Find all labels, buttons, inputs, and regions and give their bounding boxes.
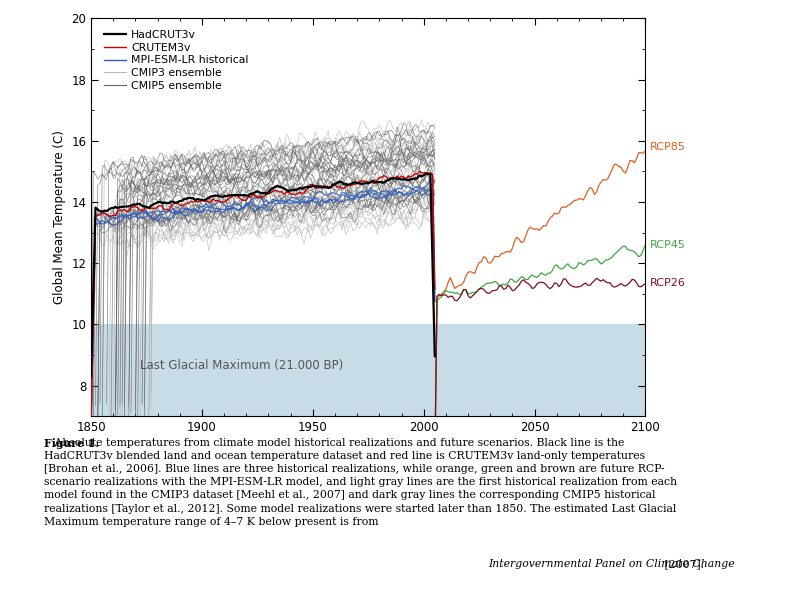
- Text: Absolute temperatures from climate model historical realizations and future scen: Absolute temperatures from climate model…: [44, 438, 676, 527]
- Text: RCP85: RCP85: [650, 143, 686, 152]
- Text: RCP26: RCP26: [650, 278, 686, 288]
- Text: Intergovernmental Panel on Climate Change: Intergovernmental Panel on Climate Chang…: [489, 559, 735, 569]
- Bar: [91, 324, 645, 416]
- Legend: HadCRUT3v, CRUTEM3v, MPI-ESM-LR historical, CMIP3 ensemble, CMIP5 ensemble: HadCRUT3v, CRUTEM3v, MPI-ESM-LR historic…: [102, 28, 251, 93]
- Y-axis label: Global Mean Temperature (C): Global Mean Temperature (C): [52, 130, 66, 304]
- Text: RCP45: RCP45: [650, 240, 686, 250]
- Text: Figure 1.: Figure 1.: [44, 438, 99, 449]
- Text: Last Glacial Maximum (21.000 BP): Last Glacial Maximum (21.000 BP): [140, 359, 343, 372]
- Text: [2007].: [2007].: [661, 559, 704, 569]
